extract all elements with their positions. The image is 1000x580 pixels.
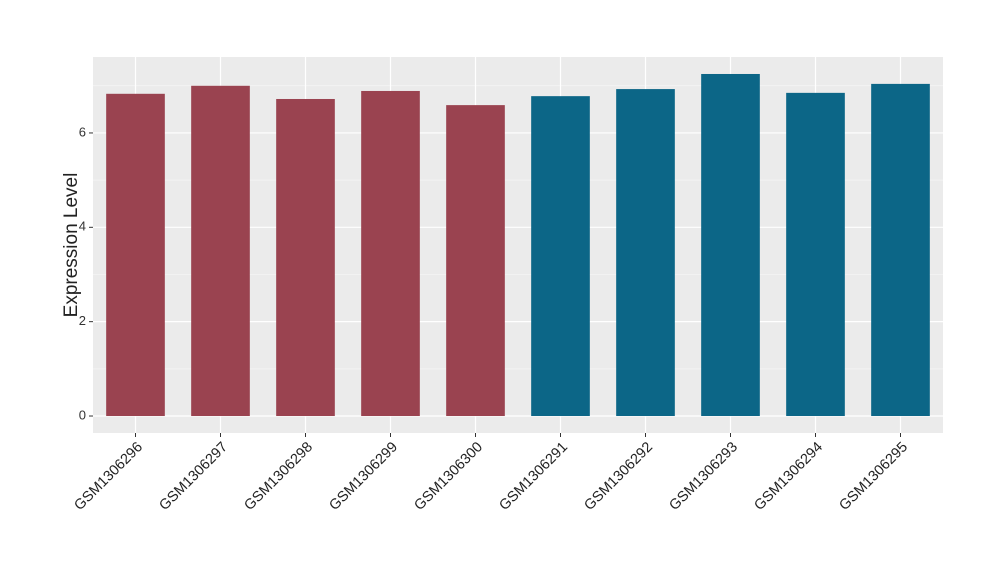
bar [191,85,250,417]
x-tick-label: GSM1306297 [156,439,231,514]
bar [276,98,335,417]
bar [446,105,505,417]
bar [531,96,590,417]
bar [701,73,760,417]
y-axis-title: Expression Level [61,173,82,318]
x-tick-label: GSM1306292 [581,439,656,514]
bar [361,90,420,417]
y-tick-label: 0 [79,407,86,422]
y-tick-label: 6 [79,124,86,139]
y-tick-label: 4 [79,219,86,234]
x-tick-label: GSM1306299 [326,439,401,514]
x-tick-label: GSM1306300 [411,439,486,514]
y-tick-label: 2 [79,313,86,328]
bar [616,89,675,417]
marks [106,73,930,417]
bar [786,92,845,417]
x-tick-label: GSM1306296 [71,439,146,514]
bar [871,83,930,417]
x-tick-label: GSM1306298 [241,439,316,514]
x-tick-label: GSM1306295 [836,439,911,514]
bar [106,93,165,417]
x-tick-label: GSM1306294 [751,439,826,514]
x-tick-label: GSM1306291 [496,439,571,514]
x-tick-label: GSM1306293 [666,439,741,514]
